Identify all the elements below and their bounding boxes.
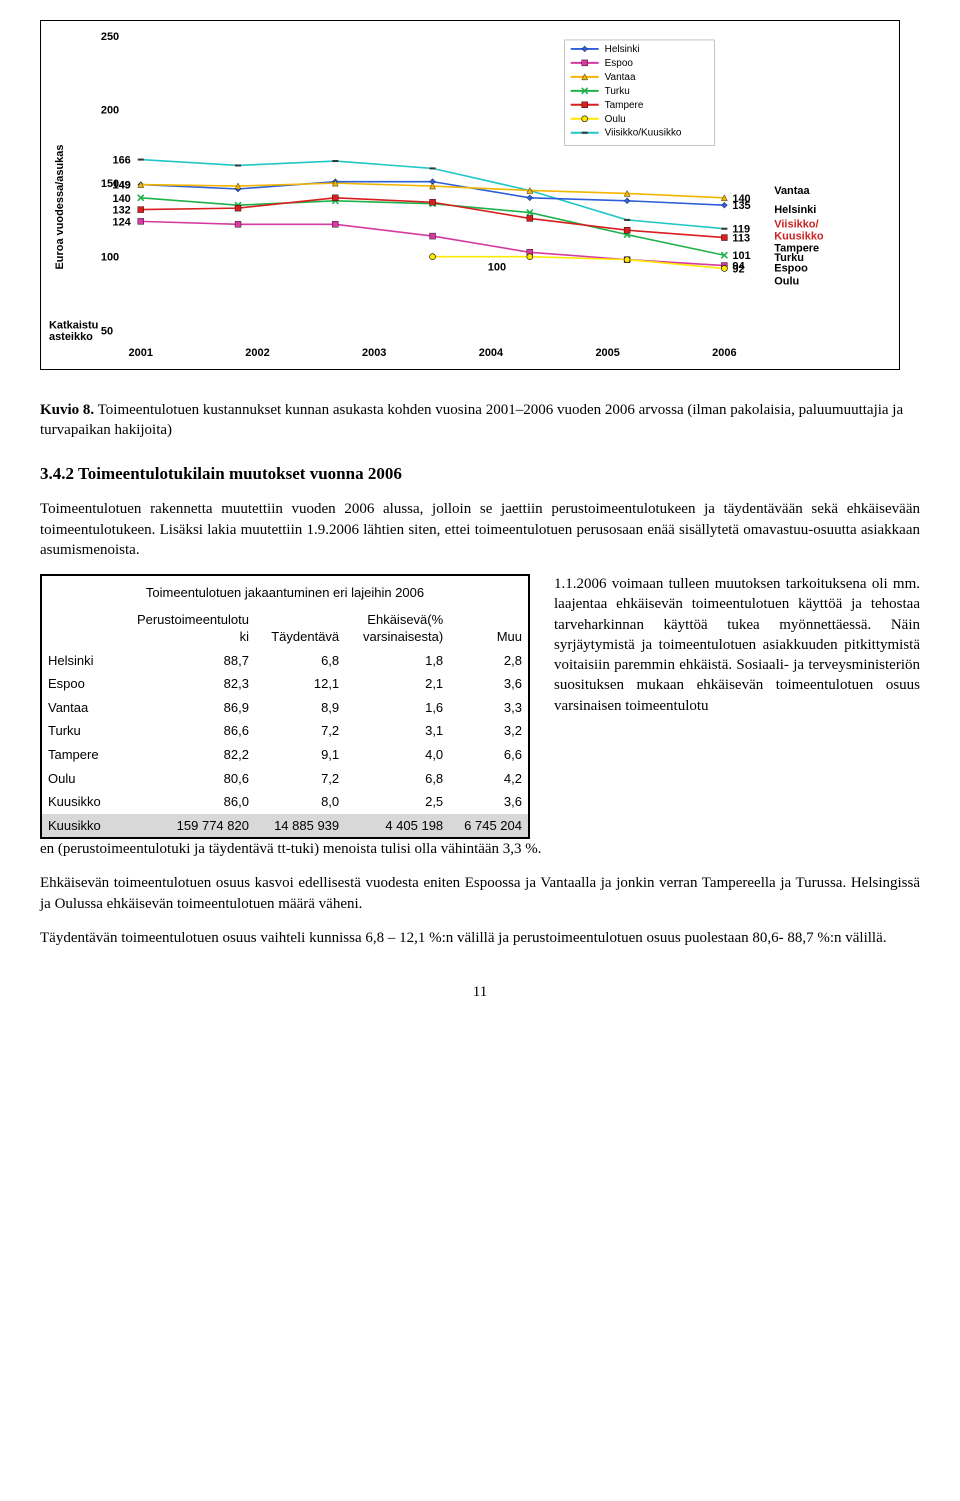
table-cell: 86,0 (115, 790, 255, 814)
svg-text:Viisikko/: Viisikko/ (774, 219, 818, 231)
table-cell: 3,6 (449, 672, 528, 696)
svg-text:2006: 2006 (712, 347, 736, 359)
table-cell: 8,9 (255, 696, 345, 720)
svg-text:Oulu: Oulu (774, 275, 799, 287)
svg-text:2001: 2001 (129, 347, 153, 359)
table-cell: 9,1 (255, 743, 345, 767)
table-cell: 159 774 820 (115, 814, 255, 838)
svg-text:200: 200 (101, 105, 119, 117)
table-cell: Helsinki (42, 649, 115, 673)
paragraph-3: Täydentävän toimeentulotuen osuus vaihte… (40, 928, 920, 948)
section-title: Toimeentulotukilain muutokset vuonna 200… (78, 464, 402, 483)
table-cell: 6,8 (255, 649, 345, 673)
table-cell: 6,8 (345, 767, 449, 791)
table-cell: 3,6 (449, 790, 528, 814)
svg-text:Tampere: Tampere (605, 100, 644, 111)
side-paragraph: 1.1.2006 voimaan tulleen muutoksen tarko… (554, 574, 920, 716)
svg-text:Turku: Turku (605, 86, 630, 97)
table-cell: Tampere (42, 743, 115, 767)
two-column-layout: Toimeentulotuen jakaantuminen eri lajeih… (40, 574, 920, 839)
svg-text:149: 149 (112, 180, 130, 192)
figure-text: Toimeentulotuen kustannukset kunnan asuk… (40, 402, 903, 438)
table-cell: 12,1 (255, 672, 345, 696)
table-title: Toimeentulotuen jakaantuminen eri lajeih… (42, 576, 528, 608)
table-cell: 88,7 (115, 649, 255, 673)
svg-text:Helsinki: Helsinki (774, 204, 816, 216)
table-cell: 2,5 (345, 790, 449, 814)
svg-text:135: 135 (732, 200, 750, 212)
svg-text:166: 166 (112, 155, 130, 167)
page-number: 11 (40, 982, 920, 1002)
svg-text:2004: 2004 (479, 347, 504, 359)
table-header: Täydentävä (255, 608, 345, 649)
table-cell: 7,2 (255, 767, 345, 791)
svg-text:Helsinki: Helsinki (605, 44, 640, 55)
table-cell: 4,0 (345, 743, 449, 767)
table-cell: 82,2 (115, 743, 255, 767)
table-cell: Vantaa (42, 696, 115, 720)
paragraph-2: Ehkäisevän toimeentulotuen osuus kasvoi … (40, 873, 920, 914)
svg-text:2005: 2005 (595, 347, 619, 359)
svg-text:113: 113 (732, 233, 750, 245)
svg-text:Oulu: Oulu (605, 114, 626, 125)
svg-text:2002: 2002 (245, 347, 269, 359)
svg-text:Vantaa: Vantaa (605, 72, 636, 83)
svg-text:50: 50 (101, 325, 113, 337)
table-header: Perustoimeentulotuki (115, 608, 255, 649)
table-cell: 2,8 (449, 649, 528, 673)
table-cell: 6,6 (449, 743, 528, 767)
svg-text:2003: 2003 (362, 347, 386, 359)
table-cell: 1,8 (345, 649, 449, 673)
table-cell: 6 745 204 (449, 814, 528, 838)
table-cell: Turku (42, 719, 115, 743)
chart-svg: 50100150200250Euroa vuodessa/asukasKatka… (41, 21, 899, 370)
table-cell: Kuusikko (42, 814, 115, 838)
table-cell: 3,3 (449, 696, 528, 720)
table-cell: Oulu (42, 767, 115, 791)
table-header (42, 608, 115, 649)
svg-text:Kuusikko: Kuusikko (774, 231, 824, 243)
svg-text:132: 132 (112, 205, 130, 217)
paragraph-after-table: en (perustoimeentulotuki ja täydentävä t… (40, 839, 920, 859)
table-cell: 2,1 (345, 672, 449, 696)
table-cell: 86,6 (115, 719, 255, 743)
table-cell: 1,6 (345, 696, 449, 720)
svg-text:Espoo: Espoo (605, 58, 634, 69)
svg-text:Katkaistu: Katkaistu (49, 319, 98, 331)
table-cell: 8,0 (255, 790, 345, 814)
table-cell: 82,3 (115, 672, 255, 696)
table-cell: 14 885 939 (255, 814, 345, 838)
table-cell: Espoo (42, 672, 115, 696)
table-cell: 80,6 (115, 767, 255, 791)
paragraph-1: Toimeentulotuen rakennetta muutettiin vu… (40, 499, 920, 560)
svg-text:140: 140 (112, 193, 130, 205)
svg-text:Vantaa: Vantaa (774, 185, 810, 197)
svg-text:124: 124 (112, 216, 131, 228)
svg-text:100: 100 (101, 252, 119, 264)
data-table: Toimeentulotuen jakaantuminen eri lajeih… (40, 574, 530, 839)
table-cell: 4,2 (449, 767, 528, 791)
table-cell: 3,2 (449, 719, 528, 743)
svg-text:Espoo: Espoo (774, 263, 808, 275)
svg-text:Euroa vuodessa/asukas: Euroa vuodessa/asukas (54, 145, 66, 270)
table-cell: Kuusikko (42, 790, 115, 814)
table-cell: 3,1 (345, 719, 449, 743)
svg-text:92: 92 (732, 263, 744, 275)
figure-label: Kuvio 8. (40, 402, 94, 418)
svg-text:asteikko: asteikko (49, 331, 93, 343)
svg-text:Viisikko/Kuusikko: Viisikko/Kuusikko (605, 128, 682, 139)
table-cell: 4 405 198 (345, 814, 449, 838)
svg-text:250: 250 (101, 31, 119, 43)
table-cell: 86,9 (115, 696, 255, 720)
figure-caption: Kuvio 8. Toimeentulotuen kustannukset ku… (40, 400, 920, 441)
section-heading: 3.4.2 Toimeentulotukilain muutokset vuon… (40, 463, 920, 486)
svg-text:100: 100 (488, 262, 506, 274)
line-chart: 50100150200250Euroa vuodessa/asukasKatka… (40, 20, 900, 370)
table-header: Muu (449, 608, 528, 649)
table-header: Ehkäisevä(%varsinaisesta) (345, 608, 449, 649)
table-cell: 7,2 (255, 719, 345, 743)
section-number: 3.4.2 (40, 464, 74, 483)
